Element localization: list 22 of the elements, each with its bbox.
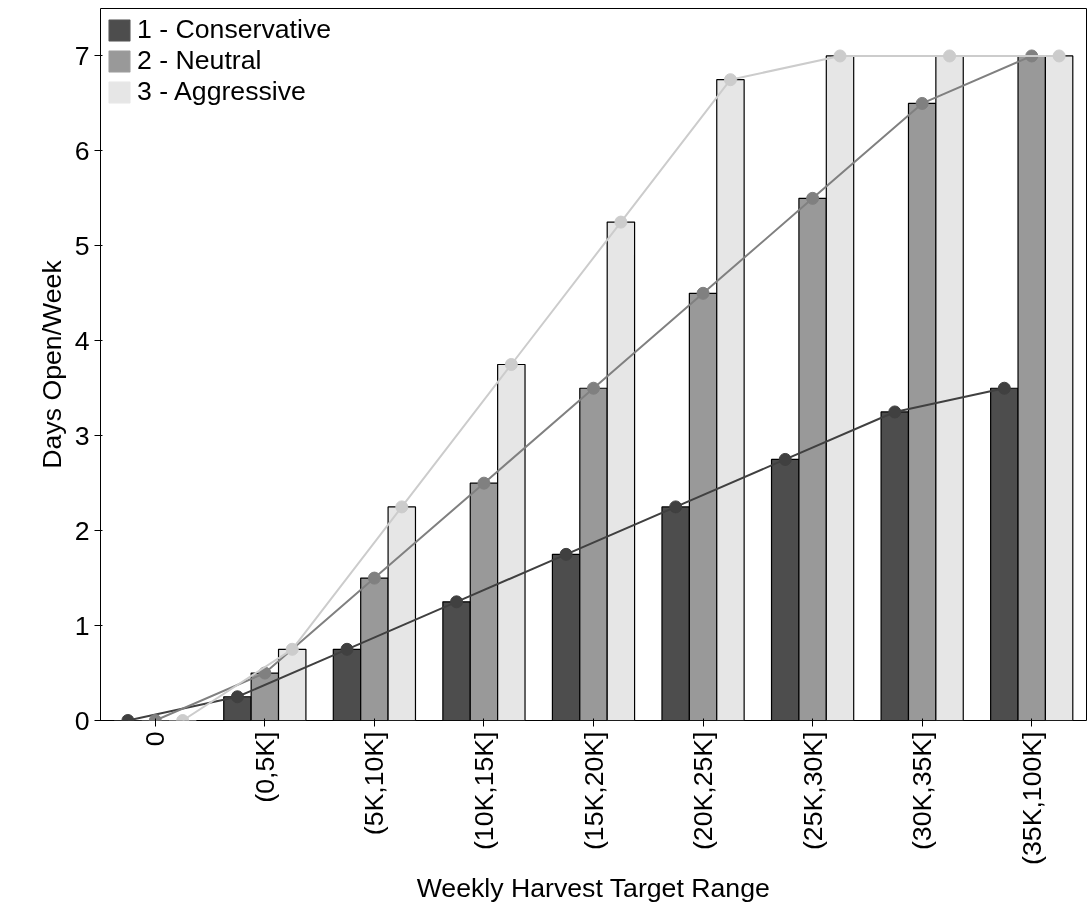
y-axis-title: Days Open/Week	[36, 259, 67, 469]
x-tick-label: (35K,100K]	[1016, 731, 1047, 865]
y-tick-label: 6	[74, 135, 90, 166]
x-tick-label: (10K,15K]	[468, 731, 499, 851]
x-tick-label: (25K,30K]	[797, 731, 828, 851]
x-axis-title: Weekly Harvest Target Range	[416, 872, 770, 903]
x-tick-label: (0,5K]	[249, 731, 280, 803]
y-tick-label: 5	[74, 230, 90, 261]
x-tick-label: (20K,25K]	[688, 731, 719, 851]
y-tick-label: 2	[74, 515, 90, 546]
y-tick-label: 7	[74, 40, 90, 71]
x-tick-label: (5K,10K]	[359, 731, 390, 836]
x-tick-label: 0	[140, 731, 171, 747]
legend-label: 2 - Neutral	[137, 45, 262, 76]
legend-label: 1 - Conservative	[137, 14, 332, 45]
y-tick-label: 4	[74, 325, 90, 356]
y-tick-label: 3	[74, 420, 90, 451]
x-tick-label: (15K,20K]	[578, 731, 609, 851]
y-tick-label: 0	[74, 705, 90, 736]
legend-label: 3 - Aggressive	[137, 76, 306, 107]
y-tick-label: 1	[74, 610, 90, 641]
x-tick-label: (30K,35K]	[907, 731, 938, 851]
